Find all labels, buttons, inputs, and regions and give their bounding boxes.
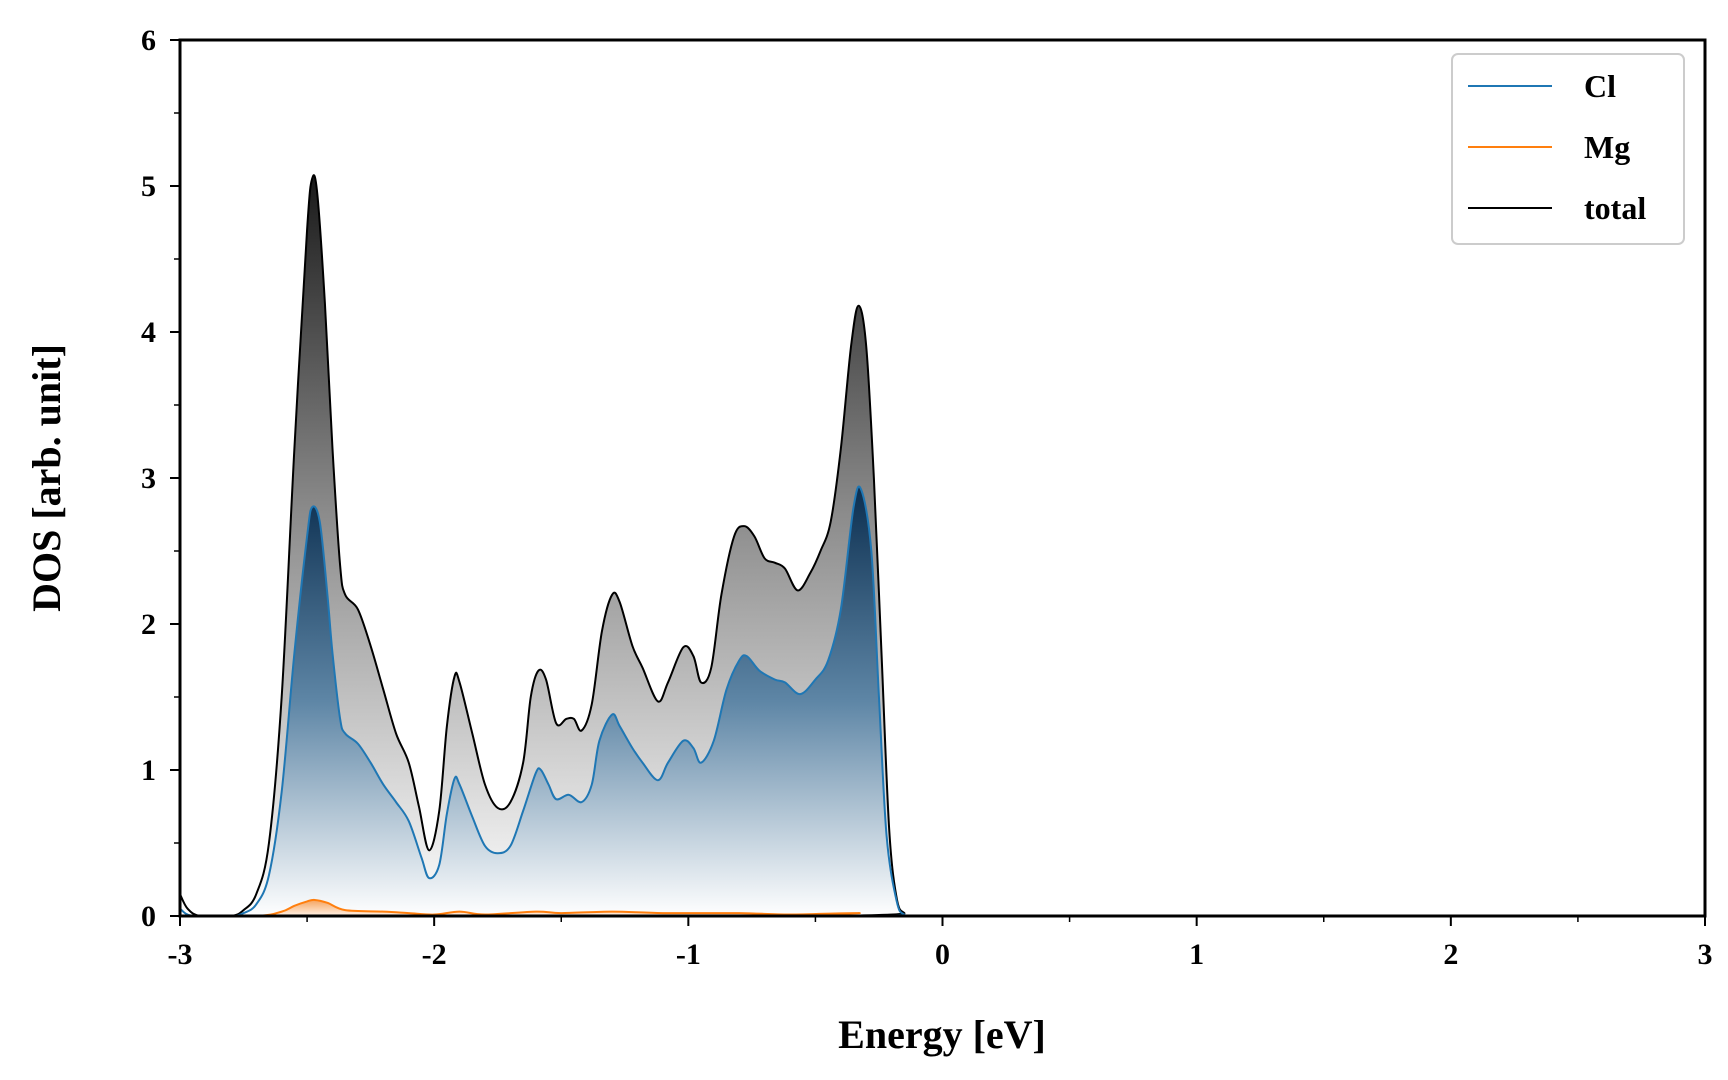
legend-label-total: total: [1584, 190, 1646, 226]
x-tick-label: -1: [676, 938, 701, 971]
x-tick-label: 3: [1698, 938, 1713, 971]
legend: Cl Mg total: [1451, 53, 1685, 245]
y-axis-ticks: 0 1 2 3 4 5 6: [141, 24, 180, 933]
y-tick-label: 2: [141, 608, 156, 641]
y-tick-label: 5: [141, 170, 156, 203]
y-tick-label: 3: [141, 462, 156, 495]
x-tick-label: -3: [168, 938, 193, 971]
total-line: [180, 174, 1705, 916]
legend-label-mg: Mg: [1584, 129, 1630, 165]
x-axis-ticks: -3 -2 -1 0 1 2 3: [168, 916, 1713, 971]
x-tick-label: -2: [422, 938, 447, 971]
y-tick-label: 1: [141, 754, 156, 787]
y-tick-label: 6: [141, 24, 156, 57]
y-tick-label: 0: [141, 900, 156, 933]
x-tick-label: 0: [935, 938, 950, 971]
cl-area-fill: [180, 486, 1705, 916]
mg-area-fill: [180, 899, 1705, 916]
y-axis-label: DOS [arb. unit]: [24, 344, 69, 612]
total-area-fill: [180, 175, 1705, 916]
cl-line: [180, 485, 1705, 916]
legend-label-cl: Cl: [1584, 68, 1616, 104]
legend-box: [1451, 53, 1685, 245]
x-tick-label: 1: [1189, 938, 1204, 971]
y-tick-label: 4: [141, 316, 156, 349]
x-tick-label: 2: [1443, 938, 1458, 971]
x-axis-label: Energy [eV]: [838, 1012, 1046, 1057]
